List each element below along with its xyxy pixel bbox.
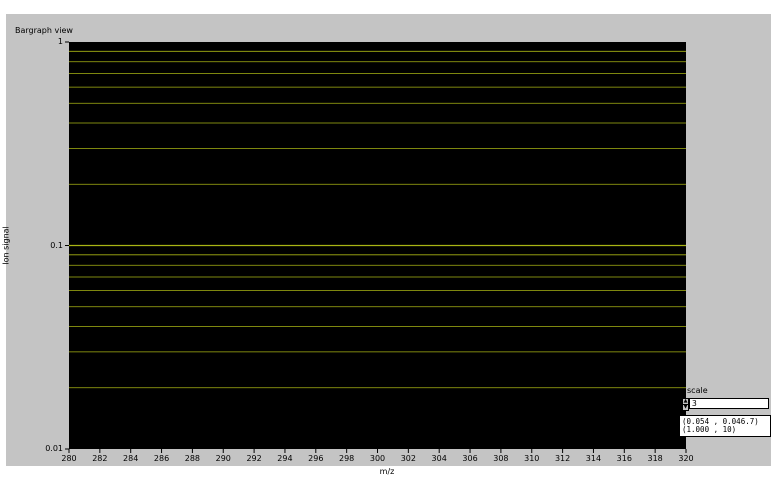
x-tick-label: 294 bbox=[277, 454, 293, 463]
increment-arrow-icon[interactable]: ▲ bbox=[683, 398, 688, 405]
scale-spinner[interactable]: ▲ ▼ bbox=[682, 398, 689, 411]
x-tick-label: 292 bbox=[246, 454, 262, 463]
y-tick-label: 0.01 bbox=[45, 444, 63, 453]
y-tick-label: 0.1 bbox=[50, 240, 63, 250]
cursor-readout: (0.054 , 0.046.7) (1.000 , 10) bbox=[679, 415, 771, 437]
x-tick-label: 316 bbox=[616, 454, 632, 463]
y-tick-label: 1 bbox=[57, 37, 63, 46]
x-tick-label: 280 bbox=[61, 454, 77, 463]
x-tick-label: 306 bbox=[462, 454, 478, 463]
grid-lines bbox=[69, 50, 686, 389]
cursor-readout-line-1: (0.054 , 0.046.7) bbox=[682, 417, 759, 426]
x-tick-label: 284 bbox=[123, 454, 139, 463]
x-tick-label: 308 bbox=[493, 454, 509, 463]
x-tick-label: 290 bbox=[215, 454, 231, 463]
scale-control: scale ▲ ▼ bbox=[680, 384, 771, 434]
x-tick-label: 296 bbox=[308, 454, 324, 463]
x-tick-label: 298 bbox=[339, 454, 355, 463]
scale-input[interactable] bbox=[689, 398, 769, 409]
graph-title: Bargraph view bbox=[15, 26, 73, 35]
x-tick-label: 288 bbox=[184, 454, 201, 463]
x-tick-label: 310 bbox=[524, 454, 540, 463]
scale-label: scale bbox=[687, 386, 708, 395]
x-axis-label: m/z bbox=[379, 467, 395, 476]
x-tick-label: 320 bbox=[678, 454, 694, 463]
x-tick-label: 312 bbox=[554, 454, 571, 463]
cursor-readout-line-2: (1.000 , 10) bbox=[682, 425, 737, 434]
x-tick-label: 300 bbox=[369, 454, 386, 463]
x-tick-label: 304 bbox=[431, 454, 447, 463]
decrement-arrow-icon[interactable]: ▼ bbox=[683, 404, 688, 410]
x-tick-label: 314 bbox=[585, 454, 602, 463]
axis-ticks bbox=[65, 41, 687, 453]
x-tick-label: 286 bbox=[153, 454, 170, 463]
x-tick-label: 282 bbox=[92, 454, 108, 463]
x-tick-label: 318 bbox=[647, 454, 663, 463]
x-tick-label: 302 bbox=[400, 454, 416, 463]
y-axis-label: Ion signal bbox=[1, 226, 11, 265]
